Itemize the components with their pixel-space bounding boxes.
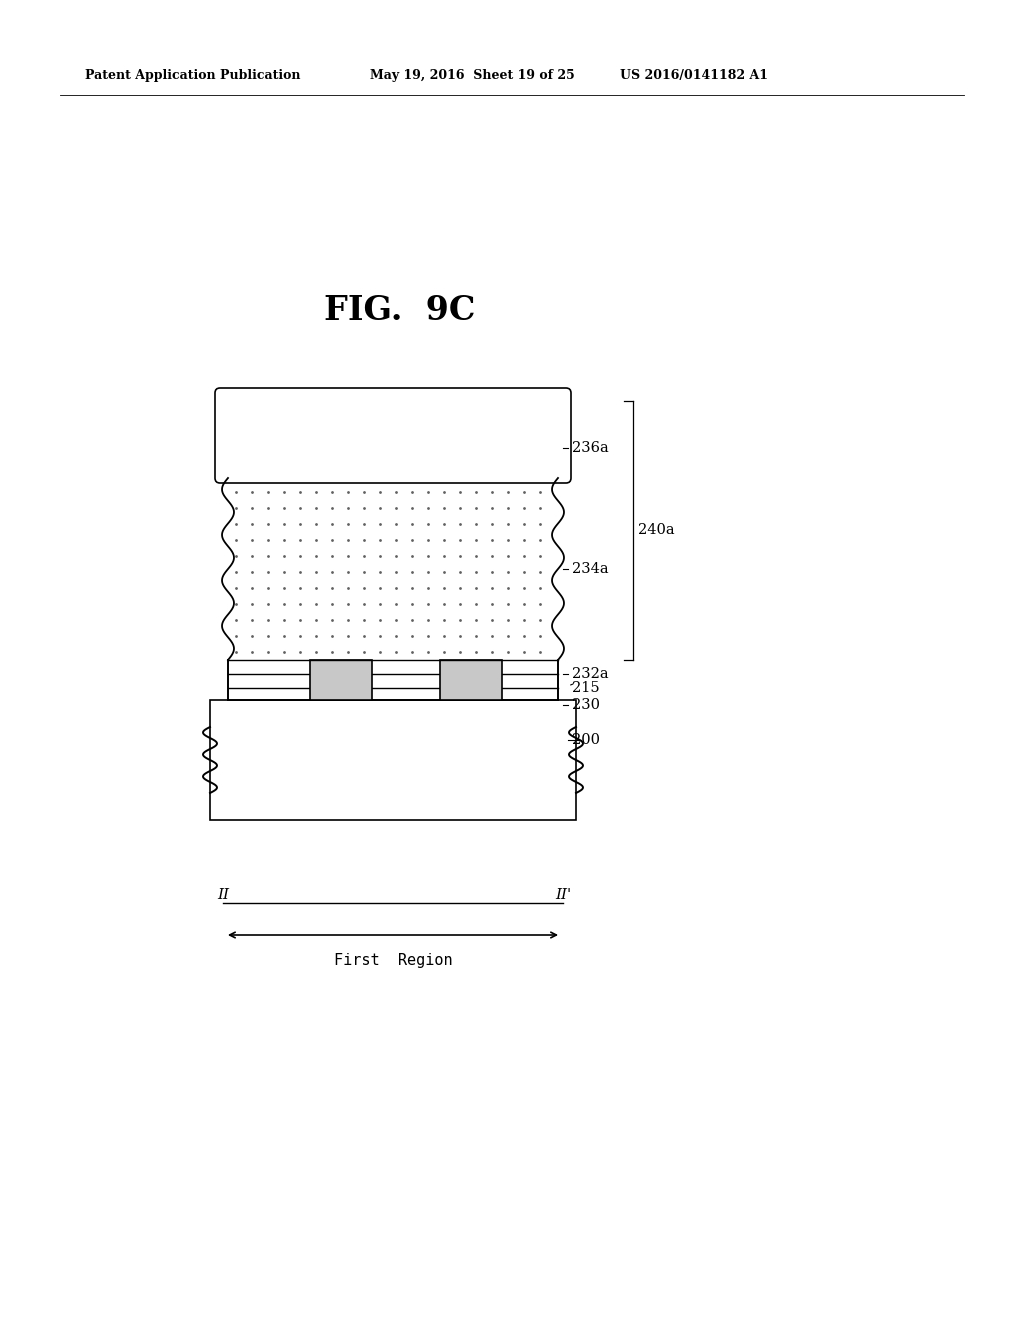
Text: II': II' <box>555 888 571 902</box>
Bar <box>228 660 558 700</box>
Text: 230: 230 <box>572 698 600 711</box>
Text: FIG.  9C: FIG. 9C <box>325 293 476 326</box>
Text: 215: 215 <box>572 681 600 696</box>
Bar <box>440 660 502 700</box>
Text: First  Region: First Region <box>334 953 453 968</box>
Text: 234a: 234a <box>572 562 608 576</box>
Text: II: II <box>217 888 229 902</box>
Text: 240a: 240a <box>638 524 675 537</box>
Text: Patent Application Publication: Patent Application Publication <box>85 69 300 82</box>
FancyBboxPatch shape <box>215 388 571 483</box>
Text: 232a: 232a <box>572 667 608 681</box>
Text: 236a: 236a <box>572 441 608 455</box>
Bar <box>310 660 372 700</box>
Text: 200: 200 <box>572 733 600 747</box>
Text: US 2016/0141182 A1: US 2016/0141182 A1 <box>620 69 768 82</box>
Text: May 19, 2016  Sheet 19 of 25: May 19, 2016 Sheet 19 of 25 <box>370 69 574 82</box>
Bar <box>228 478 558 660</box>
Bar <box>210 700 575 820</box>
